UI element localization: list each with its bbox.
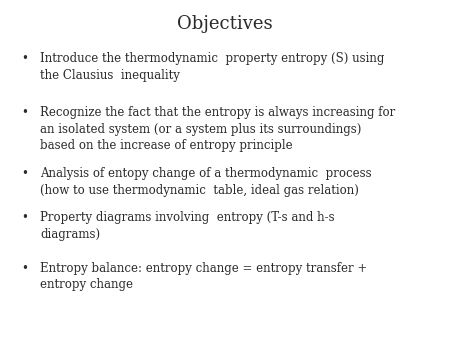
Text: •: • bbox=[21, 211, 28, 224]
Text: •: • bbox=[21, 167, 28, 180]
Text: Property diagrams involving  entropy (T-s and h-s
diagrams): Property diagrams involving entropy (T-s… bbox=[40, 211, 335, 241]
Text: Entropy balance: entropy change = entropy transfer +
entropy change: Entropy balance: entropy change = entrop… bbox=[40, 262, 368, 291]
Text: Objectives: Objectives bbox=[177, 15, 273, 33]
Text: Recognize the fact that the entropy is always increasing for
an isolated system : Recognize the fact that the entropy is a… bbox=[40, 106, 396, 152]
Text: Analysis of entopy change of a thermodynamic  process
(how to use thermodynamic : Analysis of entopy change of a thermodyn… bbox=[40, 167, 372, 197]
Text: •: • bbox=[21, 262, 28, 275]
Text: •: • bbox=[21, 106, 28, 119]
Text: •: • bbox=[21, 52, 28, 65]
Text: Introduce the thermodynamic  property entropy (S) using
the Clausius  inequality: Introduce the thermodynamic property ent… bbox=[40, 52, 385, 82]
